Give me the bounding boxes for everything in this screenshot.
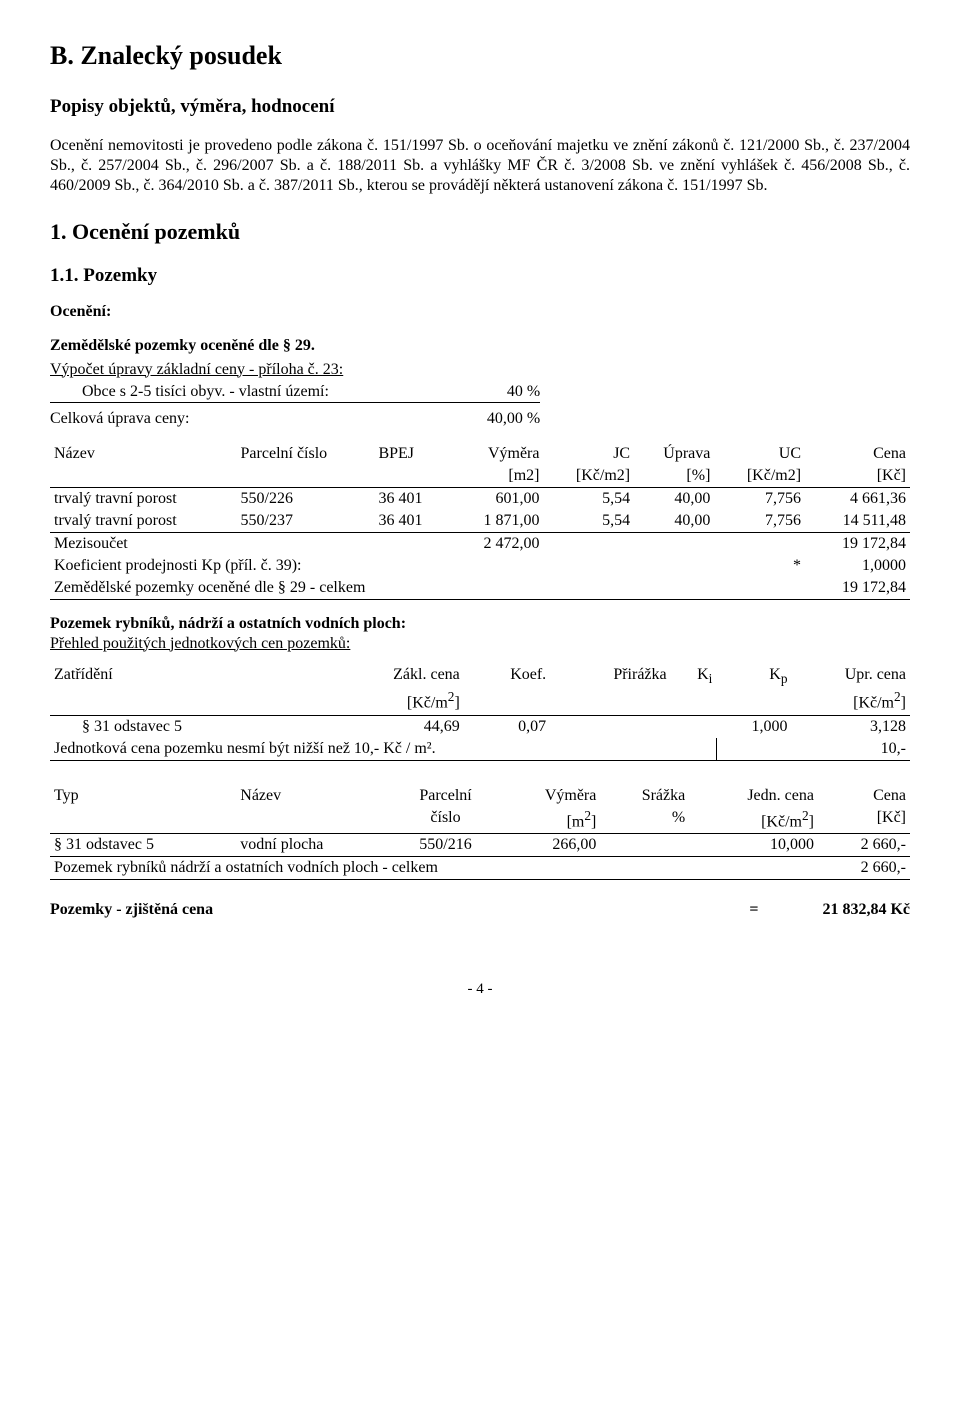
t3-h-vym: Výměra: [498, 785, 601, 807]
t2-note: Jednotková cena pozemku nesmí být nižší …: [50, 738, 910, 761]
zem-pozemky-heading: Zemědělské pozemky oceněné dle § 29.: [50, 337, 315, 354]
t2-h-zat: Zatřídění: [50, 664, 317, 689]
t1-mezisoucet: Mezisoučet 2 472,00 19 172,84: [50, 532, 910, 555]
calc-row-left: Obce s 2-5 tisíci obyv. - vlastní území:: [50, 382, 329, 402]
t2-h-ki: Ki: [671, 664, 717, 689]
t3-h-cena: Cena: [818, 785, 910, 807]
page-number: - 4 -: [50, 980, 910, 999]
t3-h-jedn: Jedn. cena: [689, 785, 818, 807]
t3-h-parc: Parcelní: [393, 785, 497, 807]
calc-total-left: Celková úprava ceny:: [50, 409, 190, 429]
t1-celkem: Zemědělské pozemky oceněné dle § 29 - ce…: [50, 577, 910, 600]
pond-subheading: Přehled použitých jednotkových cen pozem…: [50, 634, 910, 654]
grand-total-val: 21 832,84 Kč: [822, 901, 910, 918]
pond-parcel-table: Typ Název Parcelní Výměra Srážka Jedn. c…: [50, 785, 910, 880]
grand-total-row: Pozemky - zjištěná cena = 21 832,84 Kč: [50, 900, 910, 920]
t3-h-typ: Typ: [50, 785, 236, 807]
t1-h-uc: UC: [714, 443, 805, 465]
intro-paragraph: Ocenění nemovitosti je provedeno podle z…: [50, 136, 910, 196]
section-1-1-heading: 1.1. Pozemky: [50, 264, 910, 288]
t1-koef: Koeficient prodejnosti Kp (příl. č. 39):…: [50, 555, 910, 577]
t1-h-vym: Výměra: [450, 443, 543, 465]
calc-row-right: 40 %: [507, 382, 540, 402]
t1-h-jc: JC: [543, 443, 634, 465]
t3-row-0: § 31 odstavec 5 vodní plocha 550/216 266…: [50, 834, 910, 857]
grand-total-label: Pozemky - zjištěná cena: [50, 900, 213, 920]
t3-h-sraz: Srážka: [600, 785, 689, 807]
t2-h-prir: Přirážka: [550, 664, 670, 689]
section-1-heading: 1. Ocenění pozemků: [50, 218, 910, 246]
grand-total-eq: =: [749, 901, 758, 918]
t2-h-kp: Kp: [716, 664, 791, 689]
oceneni-label: Ocenění:: [50, 302, 910, 322]
t2-h-upr: Upr. cena: [792, 664, 910, 689]
t1-row-0: trvalý travní porost 550/226 36 401 601,…: [50, 487, 910, 510]
t2-h-zakl: Zákl. cena: [317, 664, 464, 689]
t1-h-nazev: Název: [50, 443, 237, 465]
t1-h-bpej: BPEJ: [374, 443, 450, 465]
pond-heading: Pozemek rybníků, nádrží a ostatních vodn…: [50, 614, 910, 634]
t2-row-0: § 31 odstavec 5 44,69 0,07 1,000 3,128: [50, 715, 910, 738]
t1-h-upr: Úprava: [634, 443, 714, 465]
t1-h-parc: Parcelní číslo: [237, 443, 375, 465]
calc-subheading: Výpočet úpravy základní ceny - příloha č…: [50, 361, 343, 378]
t1-row-1: trvalý travní porost 550/237 36 401 1 87…: [50, 510, 910, 533]
t1-h-cena: Cena: [805, 443, 910, 465]
pond-price-table: Zatřídění Zákl. cena Koef. Přirážka Ki K…: [50, 664, 910, 761]
calc-total-right: 40,00 %: [487, 409, 540, 429]
t3-total: Pozemek rybníků nádrží a ostatních vodní…: [50, 857, 910, 880]
t3-h-nazev: Název: [236, 785, 393, 807]
page-title: B. Znalecký posudek: [50, 40, 910, 73]
zem-pozemky-table: Název Parcelní číslo BPEJ Výměra JC Úpra…: [50, 443, 910, 600]
t2-h-koef: Koef.: [464, 664, 550, 689]
subtitle: Popisy objektů, výměra, hodnocení: [50, 95, 910, 119]
